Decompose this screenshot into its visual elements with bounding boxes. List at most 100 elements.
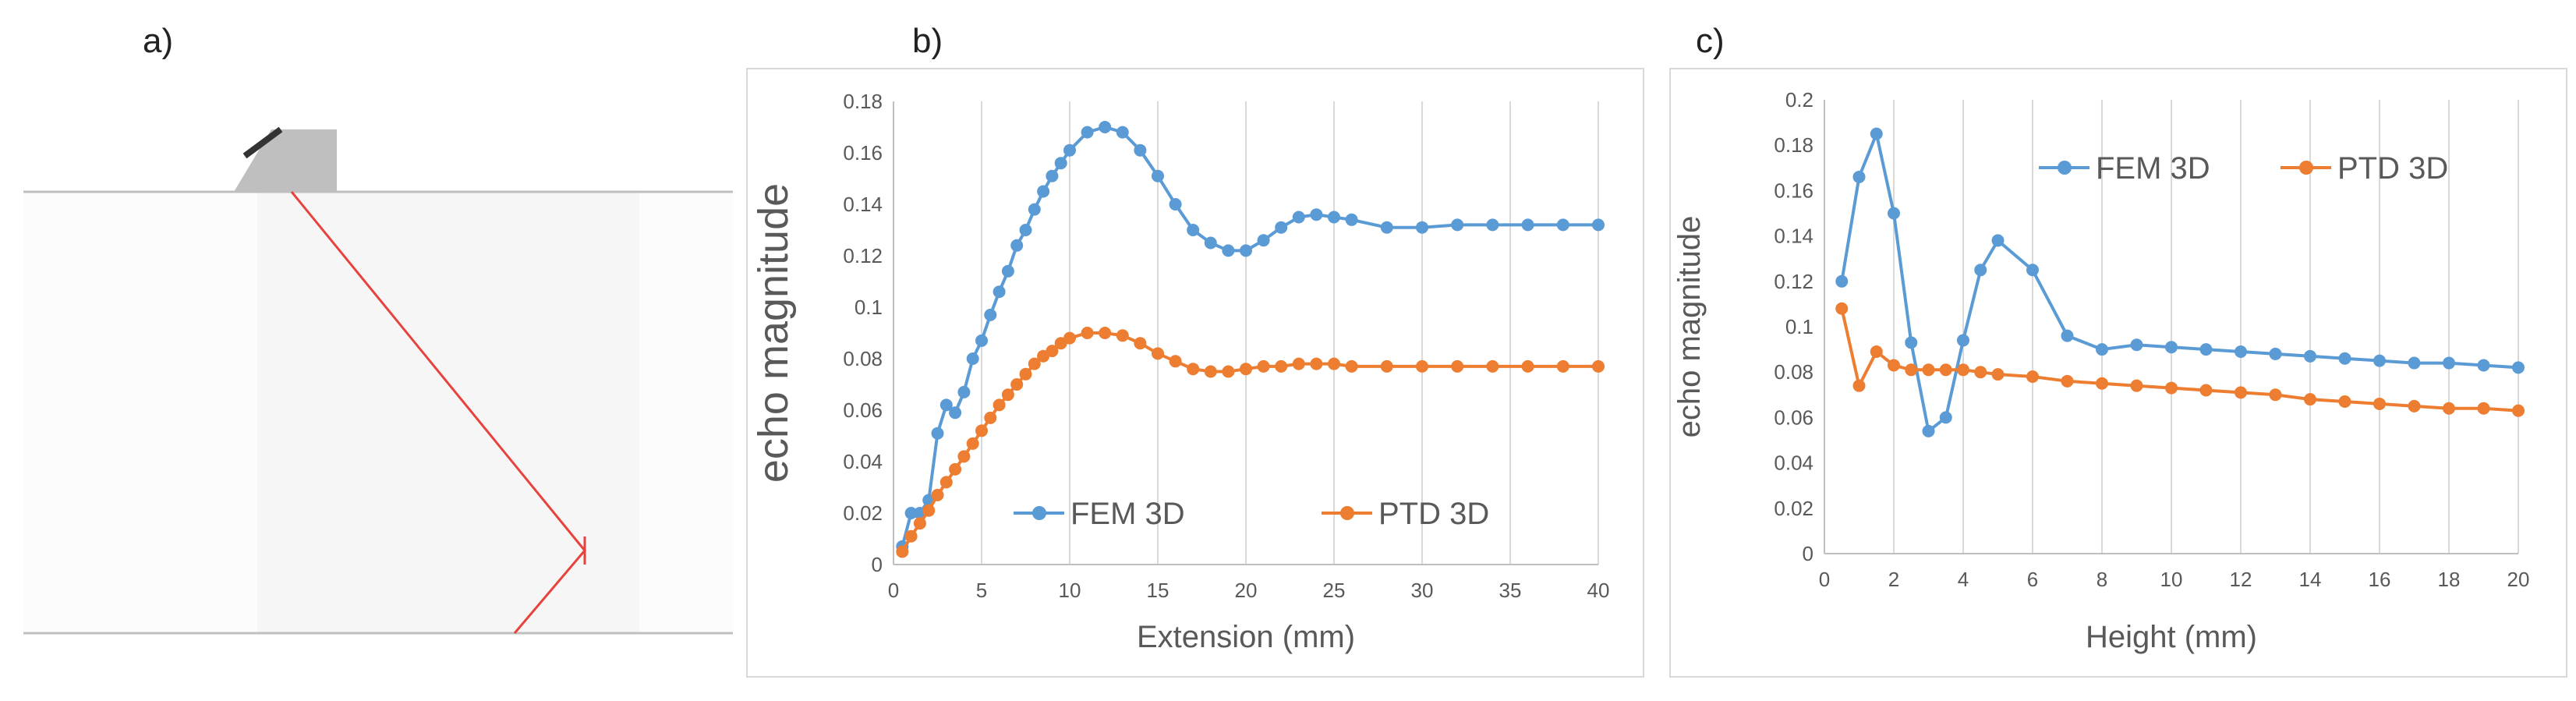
- data-point: [1922, 363, 1935, 377]
- legend-marker: [2058, 161, 2072, 175]
- data-point: [1222, 244, 1235, 257]
- data-point: [931, 488, 944, 501]
- data-point: [1957, 334, 1969, 347]
- y-tick-label: 0.1: [855, 296, 883, 319]
- legend-label: FEM 3D: [2096, 151, 2210, 186]
- data-point: [1870, 127, 1883, 140]
- legend-label: FEM 3D: [1070, 497, 1185, 531]
- data-point: [957, 385, 971, 398]
- data-point: [939, 398, 953, 412]
- y-tick-label: 0.16: [1774, 179, 1813, 202]
- data-point: [1116, 126, 1129, 139]
- data-point: [984, 308, 997, 321]
- x-tick-label: 8: [2097, 568, 2107, 591]
- legend-label: PTD 3D: [1378, 497, 1489, 531]
- data-point: [1905, 363, 1918, 377]
- chart-frame: [1669, 68, 2567, 678]
- y-axis-title: echo magnitude: [750, 183, 797, 483]
- data-point: [1169, 198, 1182, 211]
- data-point: [1835, 274, 1849, 288]
- data-point: [2026, 370, 2039, 384]
- data-point: [2235, 345, 2247, 359]
- data-point: [966, 437, 979, 450]
- data-point: [1310, 208, 1323, 221]
- data-point: [904, 529, 918, 543]
- y-axis-title: echo magnitude: [1672, 216, 1707, 438]
- data-point: [1345, 213, 1358, 226]
- x-tick-label: 6: [2027, 568, 2038, 591]
- x-tick-label: 2: [1888, 568, 1899, 591]
- legend-marker: [1032, 506, 1046, 520]
- data-point: [1922, 424, 1935, 437]
- y-tick-label: 0.04: [843, 450, 883, 473]
- y-tick-label: 0.16: [843, 141, 883, 165]
- data-point: [1275, 221, 1288, 234]
- x-tick-label: 30: [1411, 579, 1434, 602]
- legend-label: PTD 3D: [2337, 151, 2448, 186]
- data-point: [1169, 355, 1182, 368]
- chart-frame: [746, 68, 1644, 678]
- data-point: [1028, 357, 1041, 370]
- data-point: [1852, 379, 1866, 392]
- data-point: [2512, 404, 2525, 417]
- data-point: [2026, 264, 2039, 277]
- data-point: [2165, 341, 2178, 354]
- data-point: [1134, 143, 1147, 157]
- data-point: [1521, 359, 1534, 373]
- data-point: [2338, 352, 2351, 365]
- x-tick-label: 16: [2369, 568, 2391, 591]
- data-point: [1835, 302, 1849, 315]
- data-point: [2408, 399, 2421, 412]
- data-point: [2304, 393, 2316, 406]
- data-point: [2338, 395, 2351, 409]
- data-point: [1063, 143, 1076, 157]
- data-point: [1380, 359, 1393, 373]
- data-point: [1019, 367, 1032, 381]
- x-tick-label: 35: [1499, 579, 1522, 602]
- data-point: [939, 476, 953, 489]
- data-point: [1328, 357, 1340, 370]
- data-point: [2096, 377, 2108, 390]
- data-point: [1019, 224, 1032, 236]
- data-point: [1310, 357, 1323, 370]
- data-point: [1974, 366, 1987, 379]
- data-point: [896, 545, 909, 558]
- data-point: [1046, 169, 1059, 182]
- y-tick-label: 0.08: [1774, 360, 1813, 384]
- x-tick-label: 14: [2299, 568, 2322, 591]
- data-point: [1292, 357, 1305, 370]
- data-point: [913, 517, 926, 530]
- data-point: [1486, 359, 1499, 373]
- x-axis-title: Height (mm): [2086, 620, 2257, 654]
- data-point: [1991, 234, 2005, 247]
- data-point: [1451, 218, 1464, 232]
- y-tick-label: 0.14: [1774, 225, 1813, 248]
- x-tick-label: 12: [2230, 568, 2252, 591]
- data-point: [1063, 331, 1076, 345]
- data-point: [1152, 169, 1164, 182]
- data-point: [1134, 337, 1147, 350]
- data-point: [2477, 359, 2490, 372]
- data-point: [1257, 234, 1270, 247]
- data-point: [1152, 347, 1164, 360]
- data-point: [2165, 381, 2178, 395]
- data-point: [2304, 349, 2316, 363]
- x-tick-label: 18: [2438, 568, 2461, 591]
- data-point: [1010, 378, 1024, 391]
- data-point: [1556, 218, 1569, 232]
- data-point: [1187, 224, 1200, 236]
- data-point: [1099, 121, 1112, 133]
- data-point: [1556, 359, 1569, 373]
- data-point: [2130, 379, 2143, 392]
- data-point: [1037, 185, 1050, 198]
- data-point: [1974, 264, 1987, 277]
- data-point: [2269, 347, 2282, 360]
- x-tick-label: 20: [2507, 568, 2530, 591]
- x-axis-title: Extension (mm): [1137, 620, 1355, 654]
- data-point: [2373, 354, 2386, 367]
- data-point: [1240, 363, 1252, 376]
- data-point: [1001, 264, 1014, 278]
- data-point: [949, 462, 962, 476]
